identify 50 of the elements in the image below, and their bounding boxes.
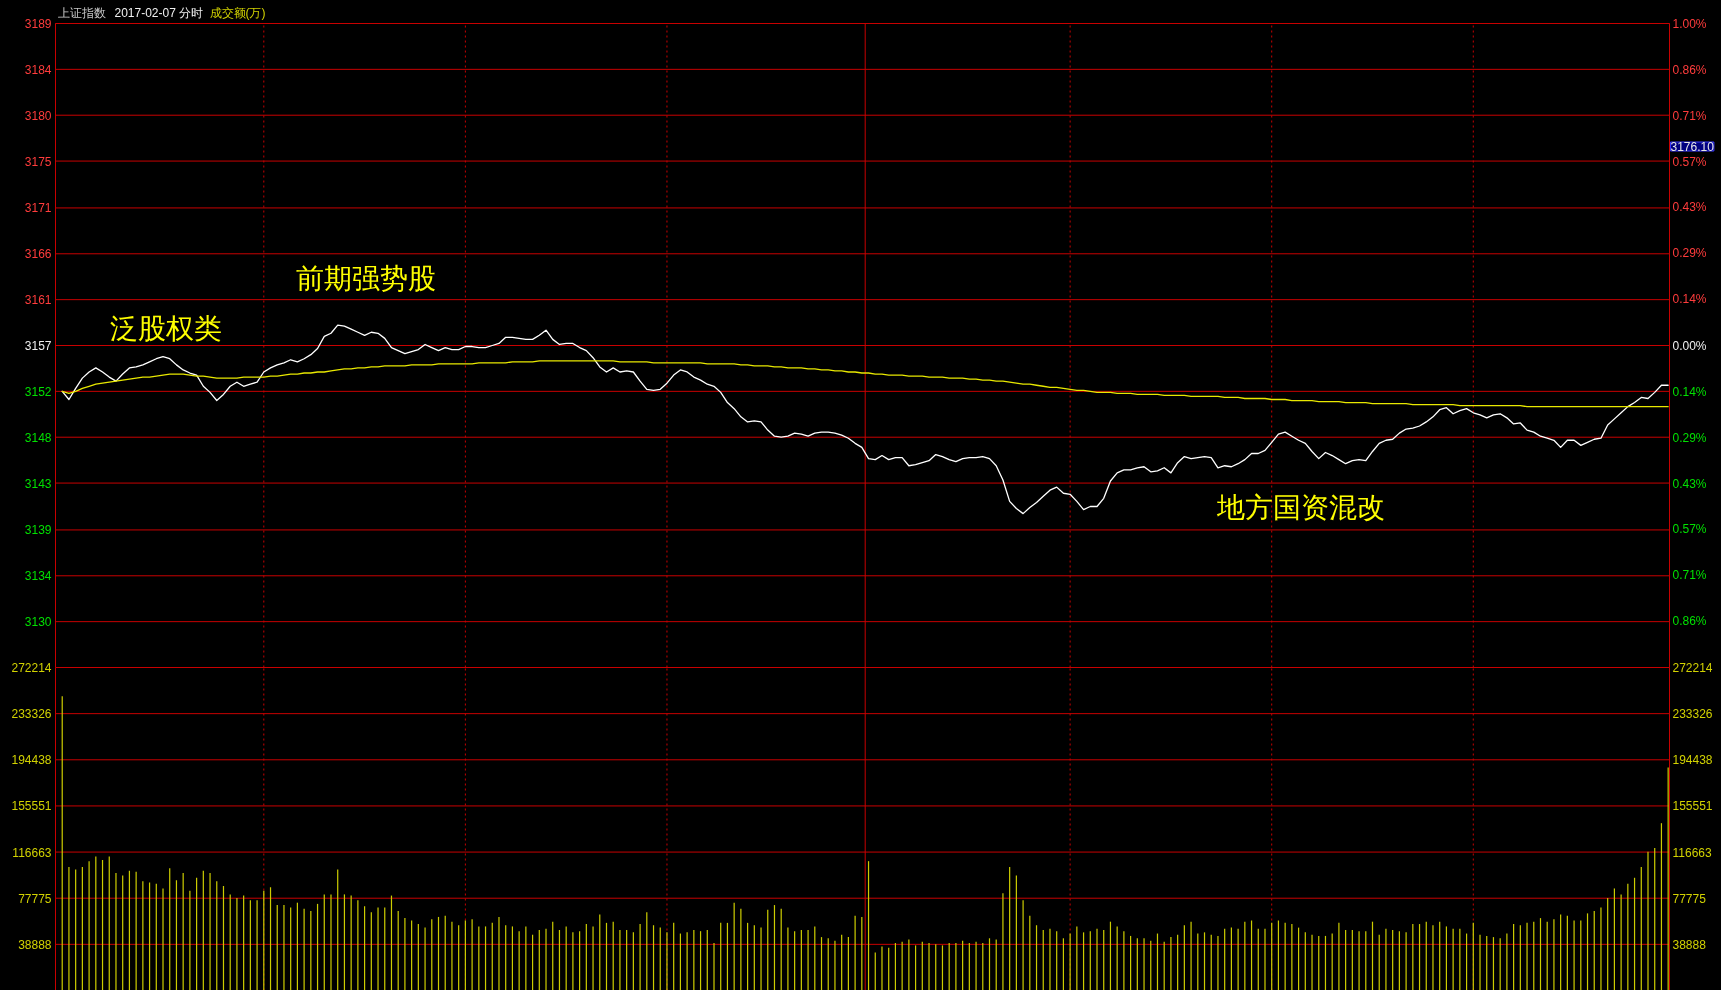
- y2-tick-label: 116663: [1672, 845, 1712, 860]
- y2-tick-label: 0.43%: [1672, 476, 1707, 491]
- y-tick-label: 272214: [11, 661, 52, 675]
- annotation: 前期强势股: [296, 261, 437, 295]
- y2-tick-label: 155551: [1672, 799, 1713, 814]
- y2-tick-label: 0.14%: [1672, 292, 1707, 307]
- y-tick-label: 3184: [24, 62, 52, 77]
- y2-tick-label: 0.71%: [1672, 108, 1707, 123]
- y-tick-label: 3134: [24, 569, 52, 584]
- y2-tick-label: 0.29%: [1672, 246, 1707, 261]
- y2-tick-label: 194438: [1672, 753, 1713, 768]
- y2-tick-label: 233326: [1672, 707, 1713, 722]
- y2-tick-label: 0.00%: [1672, 338, 1707, 353]
- y2-tick-label: 0.71%: [1672, 568, 1707, 583]
- y2-tick-label: 0.86%: [1672, 62, 1707, 77]
- y-tick-label: 3143: [24, 476, 52, 491]
- y2-tick-label: 77775: [1672, 891, 1707, 906]
- y2-tick-label: 0.29%: [1672, 430, 1707, 445]
- y-tick-label: 3166: [24, 247, 52, 262]
- y-tick-label: 3180: [24, 108, 52, 123]
- annotation: 泛股权类: [109, 312, 222, 346]
- y-tick-label: 3152: [24, 384, 52, 399]
- annotation: 地方国资混改: [1216, 491, 1386, 525]
- line-series: [61, 360, 1669, 408]
- chart-title: 上证指数: [57, 5, 106, 20]
- y-tick-label: 233326: [11, 707, 52, 722]
- y-tick-label: 3139: [24, 523, 52, 538]
- y2-tick-label: 0.57%: [1672, 522, 1707, 537]
- y-tick-label: 3161: [24, 293, 52, 308]
- text: 成交额(万): [209, 5, 266, 20]
- y2-tick-label: 0.57%: [1672, 154, 1707, 169]
- y-tick-label: 116663: [12, 845, 52, 860]
- y2-tick-label: 0.86%: [1672, 614, 1707, 629]
- y2-tick-label: 0.14%: [1672, 384, 1707, 399]
- y2-tick-label: 272214: [1672, 661, 1713, 675]
- y2-tick-label: 1.00%: [1672, 16, 1707, 31]
- y2-tick-label: 0.43%: [1672, 200, 1707, 215]
- y-tick-label: 3130: [24, 615, 52, 630]
- y-tick-label: 3175: [24, 154, 52, 169]
- y-tick-label: 155551: [11, 799, 52, 814]
- y-tick-label: 38888: [18, 937, 52, 952]
- y-tick-label: 3189: [24, 17, 52, 31]
- y-tick-label: 3148: [24, 430, 52, 445]
- y2-tick-label: 38888: [1672, 937, 1707, 952]
- chart-subtitle: 2017-02-07 分时: [114, 5, 204, 20]
- y-tick-label: 77775: [18, 891, 52, 906]
- y-tick-label: 3171: [24, 201, 52, 216]
- text: 3176.10: [1670, 140, 1715, 155]
- y-tick-label: 3157: [24, 339, 52, 353]
- y-tick-label: 194438: [11, 753, 52, 768]
